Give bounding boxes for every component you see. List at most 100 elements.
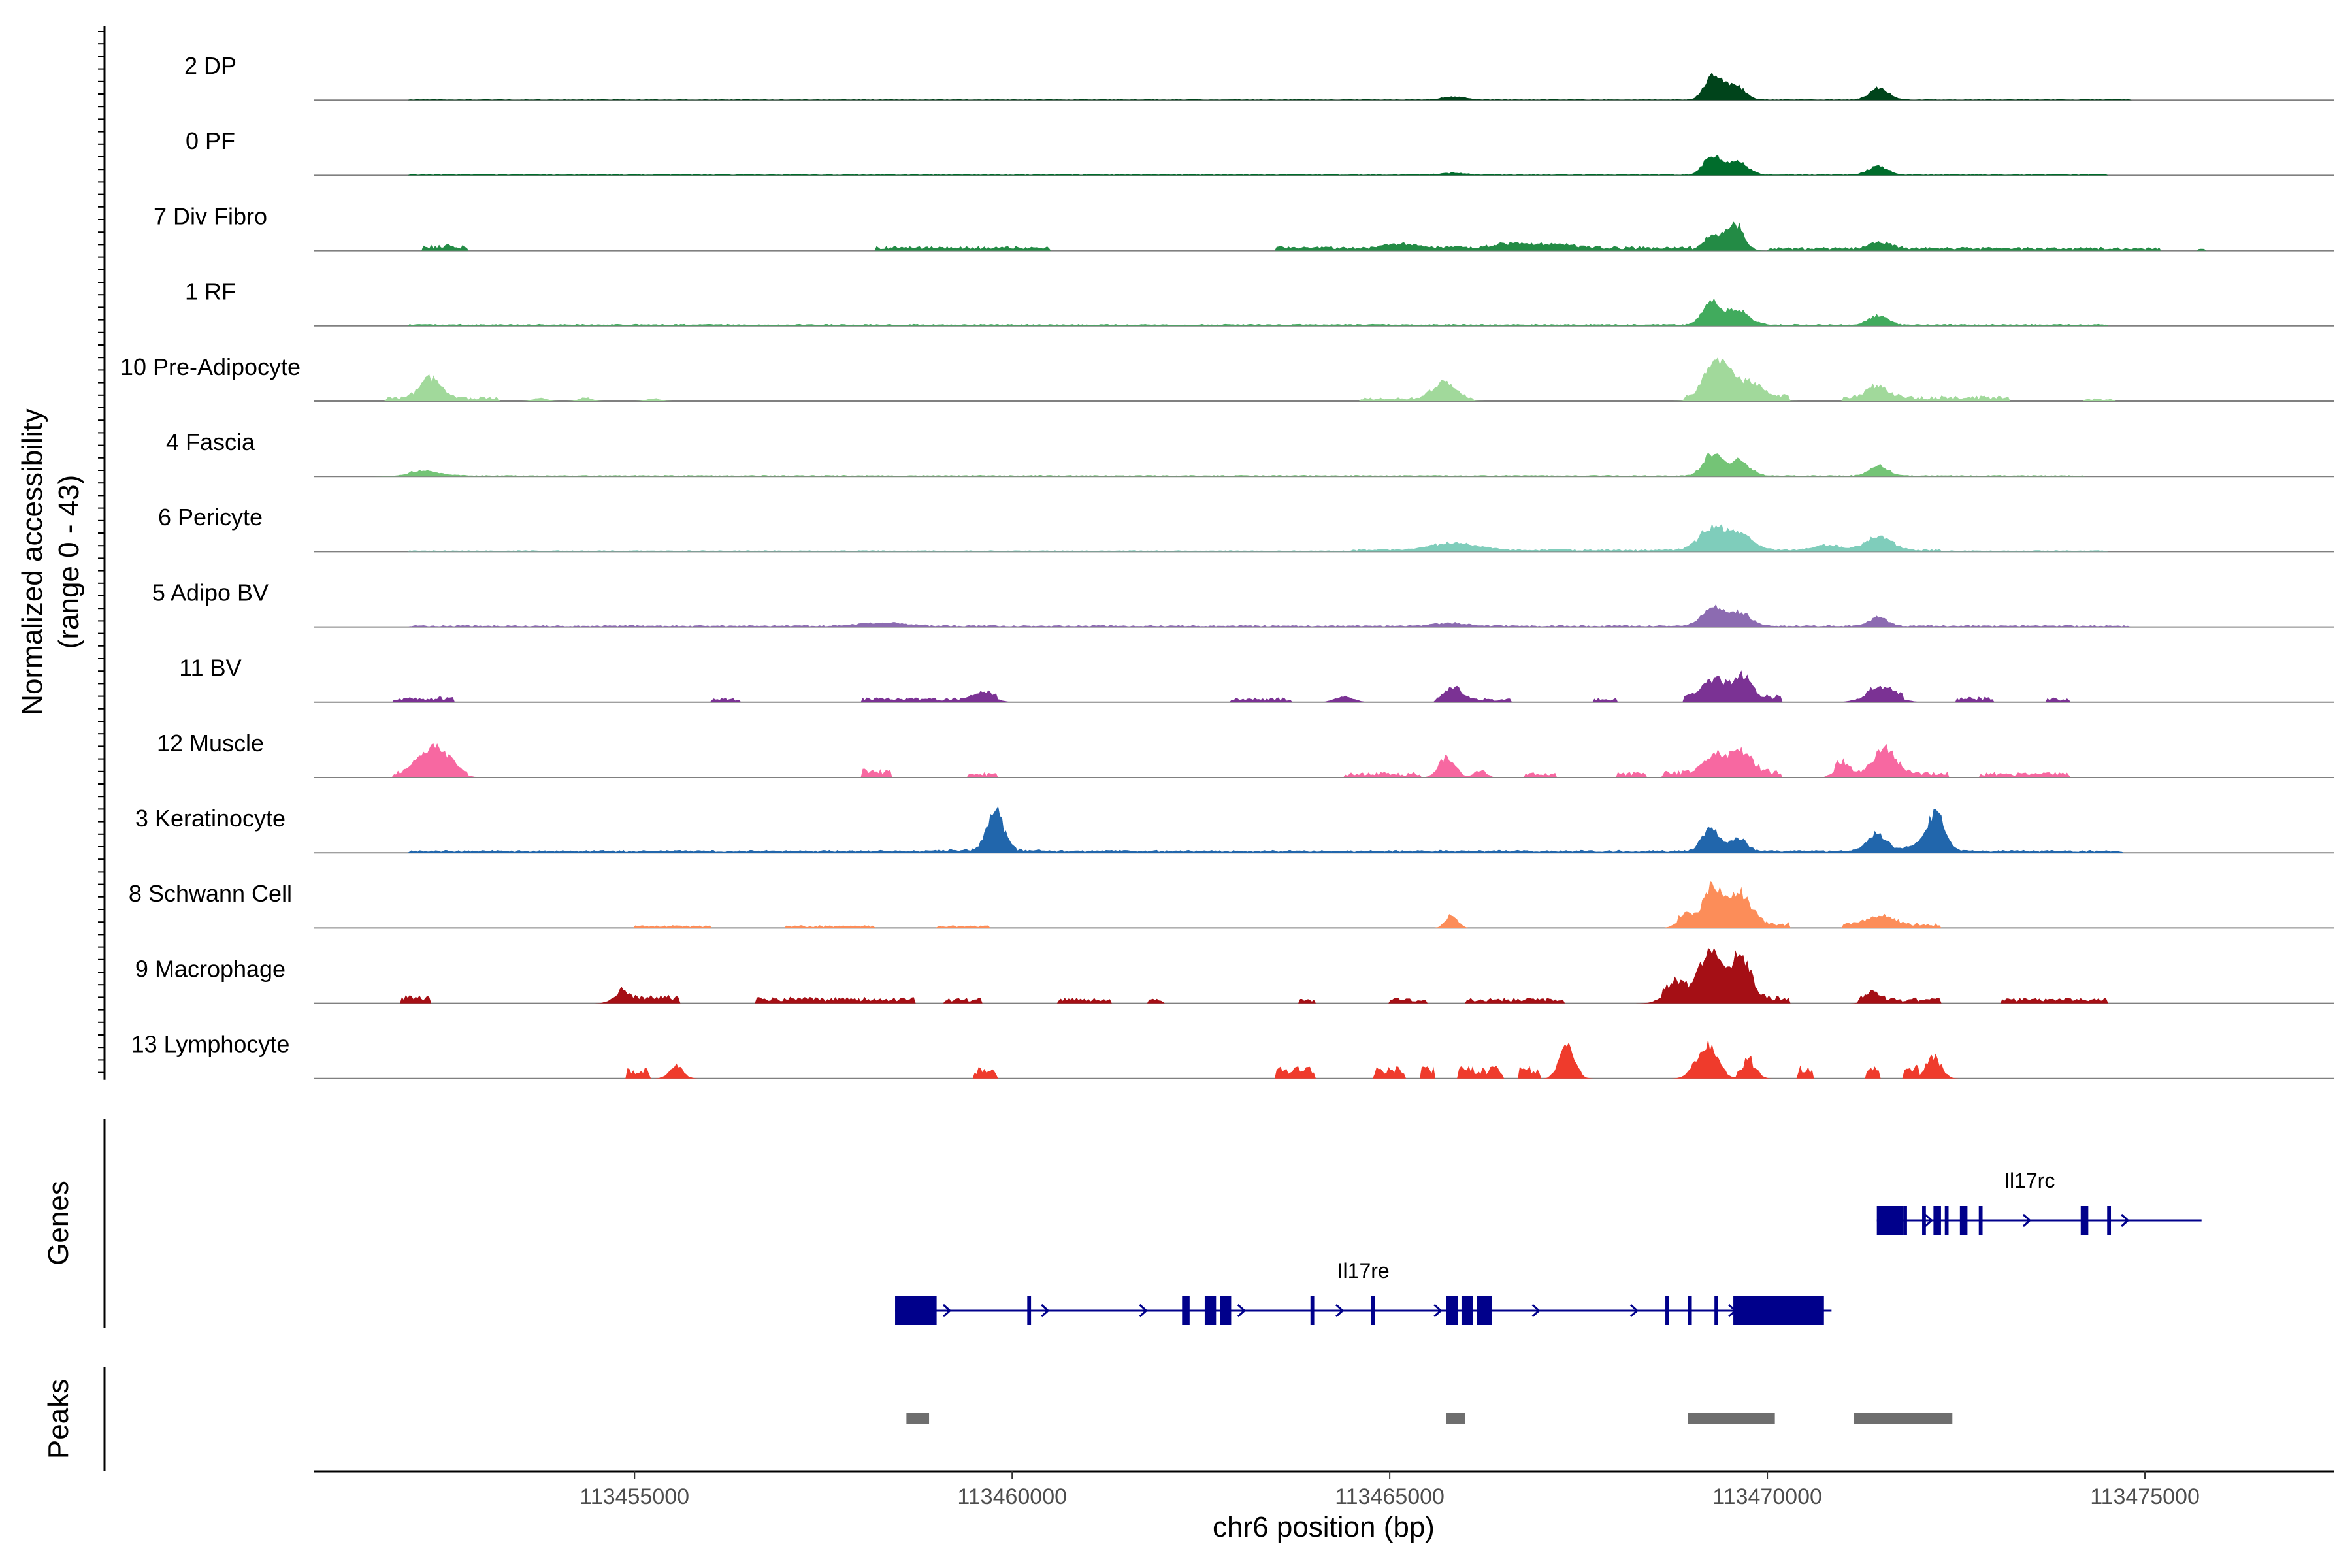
coverage-area (314, 72, 2334, 101)
coverage-track: 12 Muscle (157, 730, 2334, 778)
peak-region (1688, 1413, 1775, 1424)
strand-arrow (1629, 1303, 1639, 1318)
coverage-track: 7 Div Fibro (154, 203, 2334, 252)
peaks-track-label: Peaks (42, 1379, 74, 1459)
x-tick-label: 113460000 (957, 1484, 1067, 1509)
track-label: 3 Keratinocyte (135, 805, 286, 832)
x-axis-title: chr6 position (bp) (1213, 1511, 1435, 1543)
gene-utr (2107, 1206, 2112, 1235)
gene-exon (1477, 1296, 1492, 1325)
strand-arrow (1237, 1303, 1246, 1318)
track-label: 1 RF (185, 278, 236, 305)
gene-name-label: Il17re (1337, 1259, 1390, 1282)
peak-region (1854, 1413, 1953, 1424)
coverage-area (314, 357, 2334, 401)
coverage-area (314, 298, 2334, 326)
x-tick-label: 113475000 (2090, 1484, 2200, 1509)
coverage-y-axis-title: Normalized accessibility (16, 408, 48, 715)
coverage-track: 3 Keratinocyte (135, 805, 2334, 854)
coverage-track: 1 RF (185, 278, 2334, 327)
strand-arrow (2121, 1213, 2130, 1228)
peak-region (906, 1413, 930, 1424)
coverage-track: 11 BV (179, 655, 2334, 703)
gene-utr (1665, 1296, 1669, 1325)
gene-exon (2080, 1206, 2089, 1235)
strand-arrow (1139, 1303, 1148, 1318)
gene-utr (1903, 1206, 1907, 1235)
coverage-area (314, 881, 2334, 928)
gene-exon (1959, 1206, 1968, 1235)
coverage-y-axis (98, 26, 106, 1080)
x-tick-label: 113455000 (580, 1484, 689, 1509)
coverage-track: 9 Macrophage (135, 947, 2334, 1004)
track-label: 10 Pre-Adipocyte (120, 353, 301, 380)
coverage-area (314, 743, 2334, 777)
coverage-area (314, 1039, 2334, 1079)
x-tick-label: 113465000 (1335, 1484, 1445, 1509)
gene-exon (1220, 1296, 1232, 1325)
gene-utr (1469, 1296, 1473, 1325)
coverage-tracks: 2 DP 0 PF 7 Div Fibro 1 RF 10 Pre-Adipocyte 4… (120, 52, 2334, 1079)
gene-exon (1737, 1296, 1824, 1325)
gene-exon (1461, 1296, 1469, 1325)
coverage-area (314, 523, 2334, 552)
gene-utr (1310, 1296, 1315, 1325)
x-axis-ticks: 113455000 113460000 113465000 113470000 1134… (580, 1471, 2200, 1509)
gene-exon (895, 1296, 937, 1325)
coverage-area (314, 670, 2334, 702)
coverage-area (314, 806, 2334, 853)
gene-name-label: Il17rc (2004, 1169, 2055, 1192)
track-label: 12 Muscle (157, 730, 264, 757)
strand-arrow (1433, 1303, 1443, 1318)
x-tick-label: 113470000 (1712, 1484, 1822, 1509)
gene-utr (1944, 1206, 1949, 1235)
coverage-track: 5 Adipo BV (152, 579, 2334, 628)
strand-arrow (1041, 1303, 1050, 1318)
gene-utr (1371, 1296, 1375, 1325)
track-label: 0 PF (186, 127, 235, 154)
peak-region (1446, 1413, 1465, 1424)
strand-arrow (1924, 1213, 1933, 1228)
track-label: 7 Div Fibro (154, 203, 267, 229)
coverage-track: 8 Schwann Cell (129, 880, 2334, 929)
track-label: 5 Adipo BV (152, 579, 269, 606)
coverage-track: 0 PF (186, 127, 2334, 176)
peak-track (906, 1413, 1953, 1424)
strand-arrow (2022, 1213, 2032, 1228)
track-label: 9 Macrophage (135, 955, 286, 982)
coverage-area (314, 453, 2334, 477)
gene-model: Il17rc (1876, 1169, 2202, 1235)
gene-model: Il17re (895, 1259, 1832, 1325)
track-label: 6 Pericyte (158, 504, 263, 531)
gene-track: Il17rc Il17re (895, 1169, 2202, 1325)
track-label: 8 Schwann Cell (129, 880, 292, 907)
strand-arrow (1335, 1303, 1345, 1318)
coverage-track: 2 DP (184, 52, 2334, 101)
gene-exon (1182, 1296, 1190, 1325)
coverage-y-axis-range: (range 0 - 43) (53, 475, 85, 649)
coverage-track: 13 Lymphocyte (131, 1031, 2334, 1079)
track-label: 13 Lymphocyte (131, 1031, 290, 1058)
gene-utr (1922, 1206, 1926, 1235)
coverage-track: 10 Pre-Adipocyte (120, 353, 2334, 402)
track-label: 2 DP (184, 52, 237, 79)
coverage-area (314, 221, 2334, 251)
coverage-area (314, 947, 2334, 1004)
coverage-track: 6 Pericyte (158, 504, 2334, 553)
gene-utr (1027, 1296, 1032, 1325)
gene-utr (1688, 1296, 1692, 1325)
track-label: 11 BV (179, 655, 241, 681)
gene-exon (1446, 1296, 1458, 1325)
coverage-area (314, 154, 2334, 176)
coverage-area (314, 604, 2334, 627)
gene-utr (1978, 1206, 1983, 1235)
strand-arrow (1531, 1303, 1541, 1318)
gene-exon (1204, 1296, 1217, 1325)
gene-exon (1933, 1206, 1941, 1235)
track-label: 4 Fascia (166, 429, 255, 455)
gene-exon (1876, 1206, 1904, 1235)
gene-utr (1714, 1296, 1718, 1325)
strand-arrow (942, 1303, 952, 1318)
genes-track-label: Genes (42, 1181, 74, 1266)
